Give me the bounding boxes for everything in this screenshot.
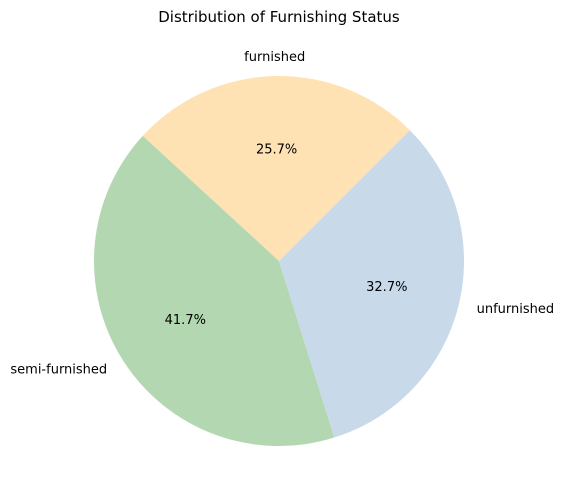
slice-percent-unfurnished: 32.7% bbox=[366, 280, 407, 295]
slice-label-furnished: furnished bbox=[244, 50, 305, 65]
slice-label-semi-furnished: semi-furnished bbox=[10, 363, 107, 378]
pie-slices bbox=[94, 76, 464, 446]
slice-percent-furnished: 25.7% bbox=[256, 143, 297, 158]
chart-title: Distribution of Furnishing Status bbox=[158, 8, 400, 26]
slice-label-unfurnished: unfurnished bbox=[477, 302, 555, 317]
slice-percent-semi-furnished: 41.7% bbox=[165, 313, 206, 328]
